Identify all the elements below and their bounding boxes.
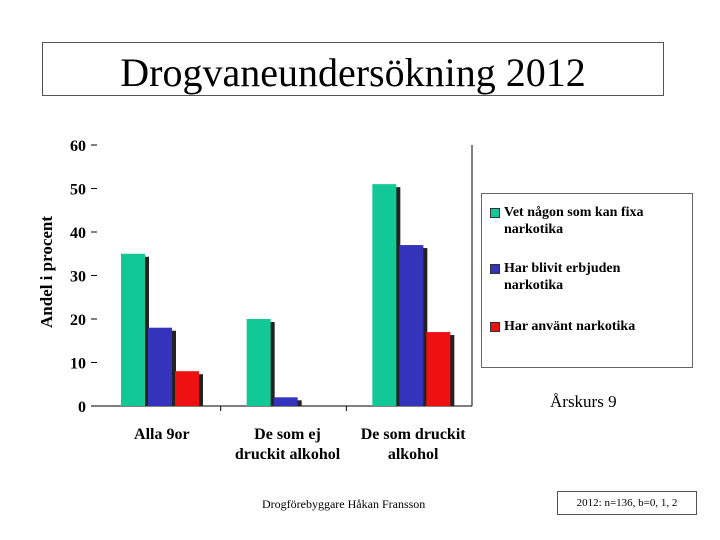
- grade-label: Årskurs 9: [550, 392, 617, 411]
- legend-swatch-3: [490, 322, 500, 332]
- legend-swatch-2: [490, 264, 500, 274]
- title-box: Drogvaneundersökning 2012: [42, 42, 664, 96]
- y-tick-label: 10: [70, 356, 86, 373]
- bar: [246, 319, 271, 406]
- bar: [175, 371, 199, 406]
- bar: [399, 245, 424, 406]
- category-label: De som druckit: [361, 426, 467, 443]
- y-tick-label: 60: [70, 138, 86, 155]
- y-tick-label: 20: [70, 312, 86, 329]
- legend-item-2: Har blivit erbjuden narkotika: [490, 260, 682, 294]
- bar: [372, 184, 397, 406]
- category-label: druckit alkohol: [235, 446, 341, 463]
- footer-author: Drogförebyggare Håkan Fransson: [262, 497, 426, 511]
- chart-labels: 0 10 20 30 40 50 60 Andel i procent Alla 9or De s…: [37, 138, 466, 463]
- category-label: Alla 9or: [134, 426, 190, 443]
- chart-legend: Vet någon som kan fixa narkotika Har bli…: [481, 193, 693, 368]
- legend-swatch-1: [490, 208, 500, 218]
- legend-label-3: Har använt narkotika: [504, 319, 636, 334]
- legend-item-1: Vet någon som kan fixa narkotika: [490, 204, 682, 238]
- bar: [121, 253, 145, 406]
- legend-label-1: Vet någon som kan fixa narkotika: [504, 205, 644, 237]
- category-label: De som ej: [254, 426, 321, 443]
- y-tick-label: 50: [70, 182, 86, 199]
- footer-sample-info: 2012: n=136, b=0, 1, 2: [557, 491, 697, 515]
- bar: [148, 327, 172, 406]
- y-tick-label: 0: [78, 399, 86, 416]
- y-tick-label: 40: [70, 225, 86, 242]
- slide-title: Drogvaneundersökning 2012: [120, 50, 586, 95]
- chart-bars: [121, 184, 455, 407]
- y-tick-label: 30: [70, 269, 86, 286]
- legend-label-2: Har blivit erbjuden narkotika: [504, 261, 621, 293]
- bar: [273, 397, 298, 406]
- category-label: alkohol: [388, 446, 439, 463]
- bar: [426, 332, 451, 406]
- y-axis-title: Andel i procent: [37, 216, 56, 328]
- legend-item-3: Har använt narkotika: [490, 318, 682, 335]
